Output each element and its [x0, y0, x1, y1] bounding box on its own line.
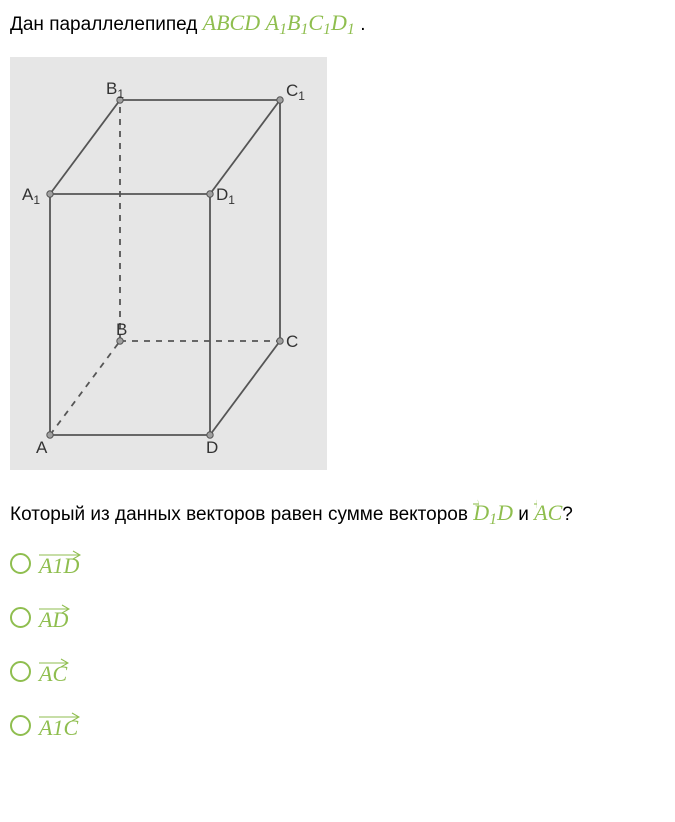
- option-label: AC: [39, 657, 67, 687]
- vector-arrow-icon: [39, 711, 80, 723]
- vector-d1d: D1D: [473, 500, 513, 529]
- radio-icon[interactable]: [10, 661, 31, 682]
- question-line: Который из данных векторов равен сумме в…: [10, 500, 665, 529]
- option-label: A1D: [39, 549, 79, 579]
- option-label: AD: [39, 603, 68, 633]
- options-group: A1D AD AC A1C: [10, 549, 665, 741]
- intro-line: Дан параллелепипед ABCD A1B1C1D1 .: [10, 10, 665, 39]
- opt-ac[interactable]: AC: [10, 657, 665, 687]
- svg-text:C: C: [286, 332, 298, 351]
- cuboid-svg: ADBCA1D1B1C1: [10, 57, 327, 465]
- cuboid-figure: ADBCA1D1B1C1: [10, 57, 327, 470]
- vector-arrow-icon: [39, 657, 69, 669]
- opt-ad[interactable]: AD: [10, 603, 665, 633]
- svg-text:D: D: [206, 438, 218, 457]
- vector-arrow-icon: [39, 603, 70, 615]
- intro-suffix: .: [360, 14, 365, 35]
- intro-prefix: Дан параллелепипед: [10, 14, 203, 35]
- vector-arrow-icon: [473, 498, 515, 510]
- svg-text:A: A: [36, 438, 48, 457]
- option-label: A1C: [39, 711, 78, 741]
- vector-arrow-icon: [534, 498, 564, 510]
- intro-math: ABCD A1B1C1D1: [203, 10, 361, 35]
- vector-ac: AC: [534, 500, 562, 526]
- radio-icon[interactable]: [10, 607, 31, 628]
- question-prefix: Который из данных векторов равен сумме в…: [10, 504, 473, 525]
- question-mid: и: [518, 504, 534, 525]
- radio-icon[interactable]: [10, 715, 31, 736]
- vector-arrow-icon: [39, 549, 81, 561]
- radio-icon[interactable]: [10, 553, 31, 574]
- opt-a1d[interactable]: A1D: [10, 549, 665, 579]
- opt-a1c[interactable]: A1C: [10, 711, 665, 741]
- svg-text:B: B: [116, 320, 127, 339]
